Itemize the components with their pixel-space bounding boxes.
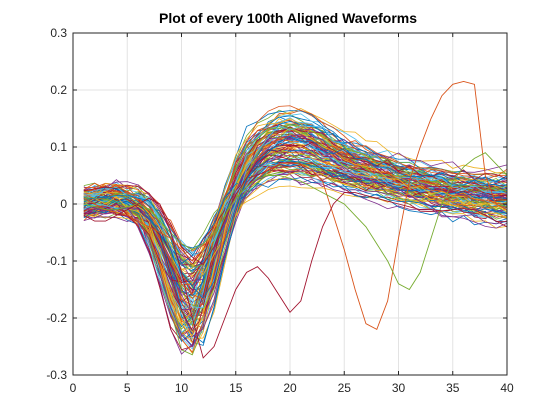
tick-labels: 0 5 10 15 20 25 30 35 40 -0.3 -0.2 -0.1 0 0.1 0.2 0.3 xyxy=(46,26,514,395)
outlier-waveform-series xyxy=(83,152,508,291)
waveform-series xyxy=(83,127,508,310)
waveform-series xyxy=(83,127,508,337)
x-tick-label: 5 xyxy=(124,381,131,395)
x-tick-label: 40 xyxy=(500,381,514,395)
x-tick-label: 0 xyxy=(70,381,77,395)
waveform-series xyxy=(83,128,508,353)
waveform-series xyxy=(83,151,508,268)
series-group xyxy=(83,80,508,359)
outlier-waveform-series xyxy=(83,192,508,359)
waveform-series xyxy=(83,129,508,351)
y-tick-label: 0.1 xyxy=(50,140,67,154)
y-tick-label: 0.2 xyxy=(50,83,67,97)
waveform-series xyxy=(83,145,508,333)
waveform-series xyxy=(83,141,508,283)
waveform-series xyxy=(83,135,508,299)
waveform-series xyxy=(83,125,508,309)
x-tick-label: 20 xyxy=(283,381,297,395)
x-tick-label: 35 xyxy=(446,381,460,395)
chart-title: Plot of every 100th Aligned Waveforms xyxy=(159,10,417,26)
y-tick-label: -0.1 xyxy=(46,254,67,268)
axes xyxy=(72,32,508,376)
x-tick-label: 15 xyxy=(229,381,243,395)
waveform-series xyxy=(83,142,508,266)
outlier-waveform-series xyxy=(83,80,508,331)
waveform-series xyxy=(83,160,508,265)
y-tick-label: -0.3 xyxy=(46,368,67,382)
waveform-series xyxy=(83,135,508,338)
y-tick-label: -0.2 xyxy=(46,311,67,325)
waveform-series xyxy=(83,126,508,332)
y-tick-label: 0 xyxy=(60,197,67,211)
x-tick-label: 25 xyxy=(338,381,352,395)
y-tick-label: 0.3 xyxy=(50,26,67,40)
x-tick-label: 10 xyxy=(175,381,189,395)
x-tick-label: 30 xyxy=(392,381,406,395)
waveform-series xyxy=(83,134,508,348)
